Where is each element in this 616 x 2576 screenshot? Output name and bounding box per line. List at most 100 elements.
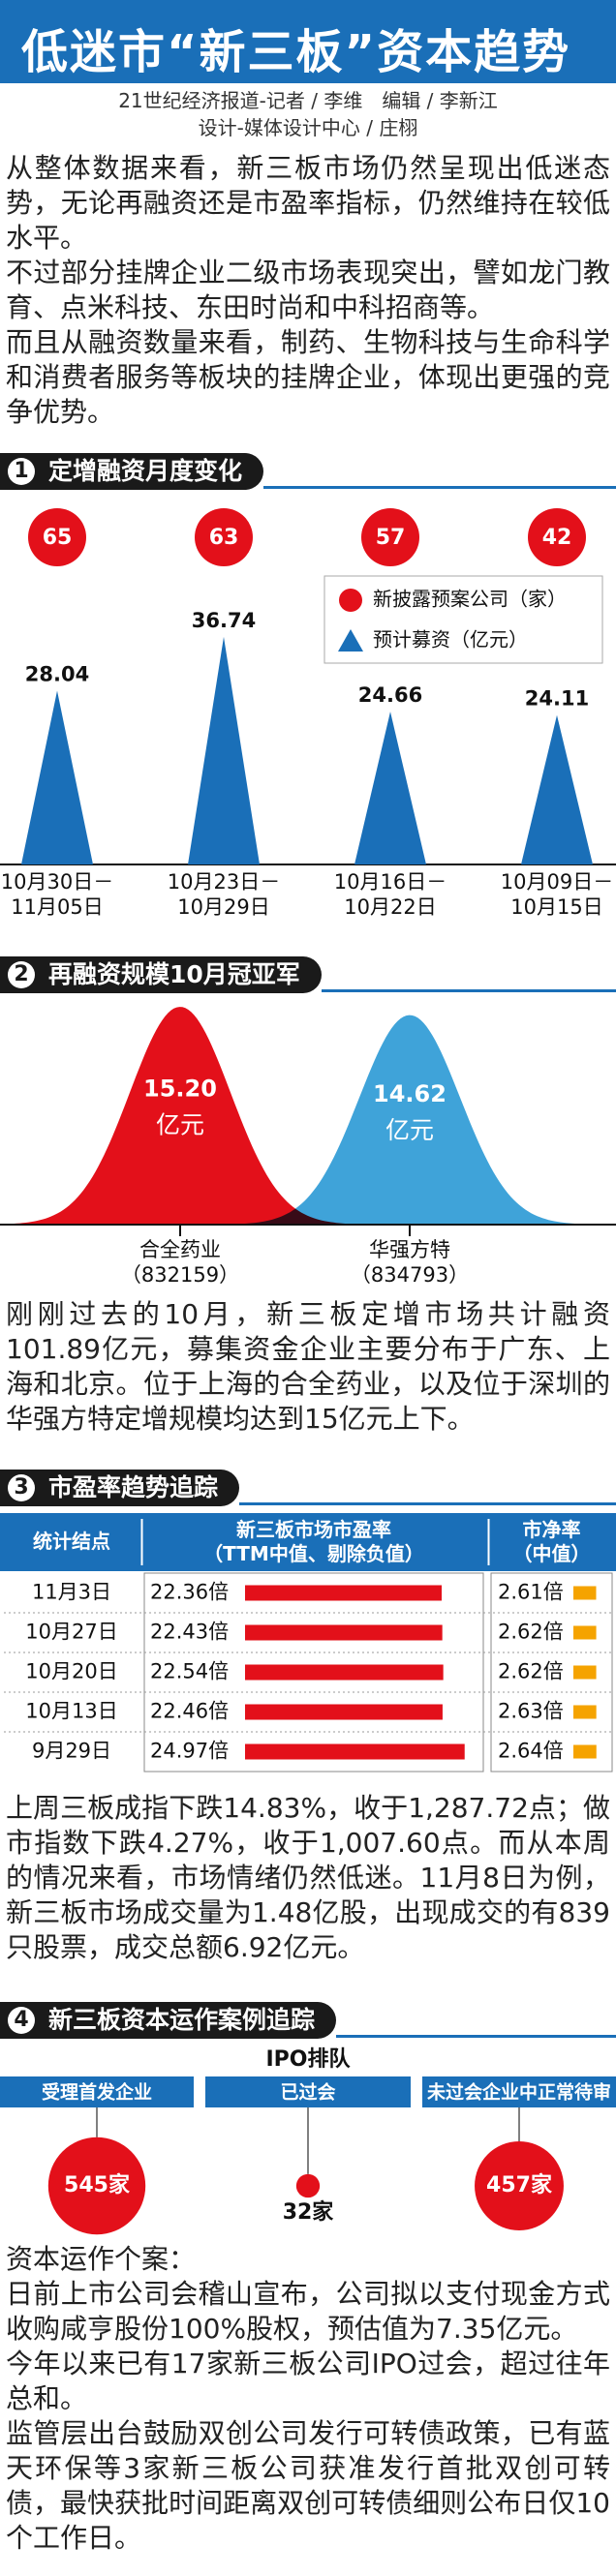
pe-bar — [245, 1624, 443, 1641]
bell-area — [14, 1007, 347, 1225]
amount-triangle — [188, 636, 260, 864]
section-header: 3 市盈率趋势追踪 — [0, 1470, 240, 1506]
pb-bar — [573, 1744, 597, 1759]
column-frame — [490, 1572, 613, 1773]
pb-label: 2.64倍 — [498, 1740, 564, 1763]
section-number: 1 — [8, 458, 35, 485]
section-number: 2 — [8, 961, 35, 988]
credit: 21世纪经济报道-记者 / 李维 编辑 / 李新江 — [118, 89, 498, 112]
x-tick-label: 10月09日－ 10月15日 — [500, 870, 614, 919]
x-tick-label: 10月23日－ 10月29日 — [167, 870, 281, 919]
legend-label: 新披露预案公司（家） — [373, 588, 567, 611]
column-header: 新三板市场市盈率 （TTM中值、剔除负值） — [203, 1518, 424, 1565]
header-bar: 低迷市“新三板”资本趋势 — [0, 0, 616, 83]
section-title: 市盈率趋势追踪 — [48, 1473, 219, 1501]
ipo-label: 已过会 — [280, 2081, 335, 2104]
x-tick-label: 10月30日－ 11月05日 — [0, 870, 114, 919]
amount-triangle — [21, 690, 93, 864]
section-rule — [263, 486, 616, 489]
row-date: 10月27日 — [25, 1621, 117, 1644]
section-title: 定增融资月度变化 — [48, 457, 243, 485]
section-title: 新三板资本运作案例追踪 — [48, 2006, 316, 2034]
credit: 设计-媒体设计中心 / 庄栩 — [198, 116, 418, 139]
pe-bar — [245, 1743, 465, 1760]
column-header: 统计结点 — [33, 1530, 110, 1553]
x-tick-label: 华强方特 （834793） — [350, 1238, 470, 1287]
count-circle — [195, 508, 253, 566]
legend-swatch — [338, 629, 363, 652]
pb-bar — [573, 1665, 597, 1680]
row-date: 10月20日 — [25, 1660, 117, 1683]
pe-label: 22.43倍 — [150, 1621, 229, 1644]
ipo-circle — [475, 2141, 564, 2230]
pe-bar — [245, 1704, 443, 1720]
unit-label: 亿元 — [385, 1116, 434, 1144]
paragraph-heading: 资本运作个案： — [6, 2243, 197, 2275]
table-header — [0, 1513, 616, 1571]
data-label: 42 — [542, 526, 572, 550]
paragraph: 日前上市公司会稽山宣布，公司拟以支付现金方式收购咸亨股份100%股权，预估值为7… — [6, 2278, 610, 2345]
paragraph: 刚刚过去的10月，新三板定增市场共计融资101.89亿元，募集资金企业主要分布于… — [6, 1298, 610, 1435]
column-frame — [143, 1572, 484, 1773]
bell-area — [243, 1015, 576, 1225]
section-rule — [336, 2035, 616, 2038]
section-rule — [322, 989, 616, 992]
count-circle — [361, 508, 419, 566]
ipo-value: 545家 — [64, 2172, 131, 2197]
paragraph: 从整体数据来看，新三板市场仍然呈现出低迷态势，无论再融资还是市盈率指标，仍然维持… — [6, 152, 610, 254]
data-label: 24.66 — [358, 683, 422, 707]
ipo-circle — [295, 2173, 321, 2198]
row-date: 9月29日 — [32, 1740, 111, 1763]
pe-label: 24.97倍 — [150, 1740, 229, 1763]
pb-label: 2.62倍 — [498, 1621, 564, 1644]
pb-bar — [573, 1705, 597, 1719]
data-label: 65 — [43, 526, 73, 550]
count-circle — [28, 508, 86, 566]
pe-label: 22.36倍 — [150, 1581, 229, 1604]
ipo-band — [205, 2076, 411, 2107]
row-date: 10月13日 — [25, 1700, 117, 1723]
legend-label: 预计募资（亿元） — [373, 628, 528, 652]
x-tick-label: 合全药业 （832159） — [120, 1238, 240, 1287]
ipo-label: 未过会企业中正常待审 — [426, 2081, 611, 2104]
intro: 从整体数据来看，新三板市场仍然呈现出低迷态势，无论再融资还是市盈率指标，仍然维持… — [6, 151, 610, 430]
paragraph: 今年以来已有17家新三板公司IPO过会，超过往年总和。 — [6, 2348, 610, 2414]
x-tick-label: 10月16日－ 10月22日 — [333, 870, 447, 919]
ipo-title: IPO排队 — [265, 2047, 351, 2072]
section-text: 上周三板成指下跌14.83%，收于1,287.72点；做市指数下跌4.27%，收… — [6, 1791, 610, 1965]
paragraph: 监管层出台鼓励双创公司发行可转债政策，已有蓝天环保等3家新三板公司获准发行首批双… — [6, 2417, 610, 2554]
legend-swatch — [339, 589, 362, 612]
pb-label: 2.62倍 — [498, 1660, 564, 1683]
pe-label: 22.46倍 — [150, 1700, 229, 1723]
data-label: 15.20 — [143, 1076, 217, 1103]
section-header: 1 定增融资月度变化 — [0, 453, 264, 490]
ipo-circle — [47, 2137, 146, 2235]
section-number: 3 — [8, 1474, 35, 1501]
pe-label: 22.54倍 — [150, 1660, 229, 1683]
column-header: 市净率 （中值） — [512, 1518, 591, 1565]
pb-bar — [573, 1625, 597, 1640]
row-date: 11月3日 — [32, 1581, 111, 1604]
section-rule — [239, 1502, 616, 1505]
section-text: 刚刚过去的10月，新三板定增市场共计融资101.89亿元，募集资金企业主要分布于… — [6, 1297, 610, 1437]
title: 低迷市“新三板”资本趋势 — [21, 25, 571, 79]
ipo-band — [422, 2076, 616, 2107]
ipo-value: 32家 — [283, 2199, 335, 2225]
section-header: 2 再融资规模10月冠亚军 — [0, 956, 322, 993]
paragraph: 而且从融资数量来看，制药、生物科技与生命科学和消费者服务等板块的挂牌企业，体现出… — [6, 326, 610, 428]
amount-triangle — [354, 712, 426, 864]
ipo-value: 457家 — [486, 2172, 553, 2197]
pb-bar — [573, 1586, 597, 1600]
ipo-label: 受理首发企业 — [42, 2081, 152, 2104]
data-label: 63 — [209, 526, 239, 550]
section-title: 再融资规模10月冠亚军 — [48, 960, 300, 988]
data-label: 14.62 — [373, 1080, 447, 1107]
count-circle — [528, 508, 586, 566]
unit-label: 亿元 — [156, 1111, 204, 1139]
paragraph: 不过部分挂牌企业二级市场表现突出，譬如龙门教育、点米科技、东田时尚和中科招商等。 — [6, 257, 610, 323]
pe-bar — [245, 1664, 444, 1681]
paragraph: 上周三板成指下跌14.83%，收于1,287.72点；做市指数下跌4.27%，收… — [6, 1792, 610, 1963]
data-label: 57 — [376, 526, 406, 550]
